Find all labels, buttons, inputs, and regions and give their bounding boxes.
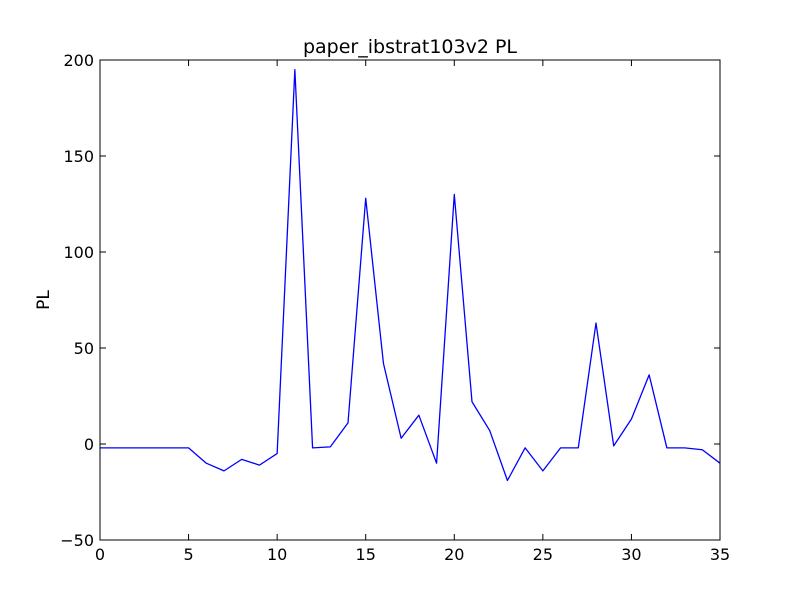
y-tick-label: 100 [63, 243, 94, 262]
plot-area [100, 68, 721, 482]
x-tick-label: 15 [356, 545, 376, 564]
x-tick-label: 10 [267, 545, 287, 564]
x-tick-label: 0 [95, 545, 105, 564]
y-axis-label: PL [34, 290, 54, 310]
x-tick-label: 25 [533, 545, 553, 564]
y-tick-label: −50 [60, 531, 94, 550]
x-tick-label: 5 [183, 545, 193, 564]
x-tick-label: 35 [710, 545, 730, 564]
y-tick-label: 150 [63, 147, 94, 166]
y-tick-label: 0 [84, 435, 94, 454]
x-tick-label: 30 [621, 545, 641, 564]
y-tick-label: 200 [63, 51, 94, 70]
series-line-1 [100, 68, 721, 482]
y-tick-label: 50 [74, 339, 94, 358]
chart-title: paper_ibstrat103v2 PL [303, 36, 517, 58]
x-tick-label: 20 [444, 545, 464, 564]
axes-frame [99, 59, 721, 541]
